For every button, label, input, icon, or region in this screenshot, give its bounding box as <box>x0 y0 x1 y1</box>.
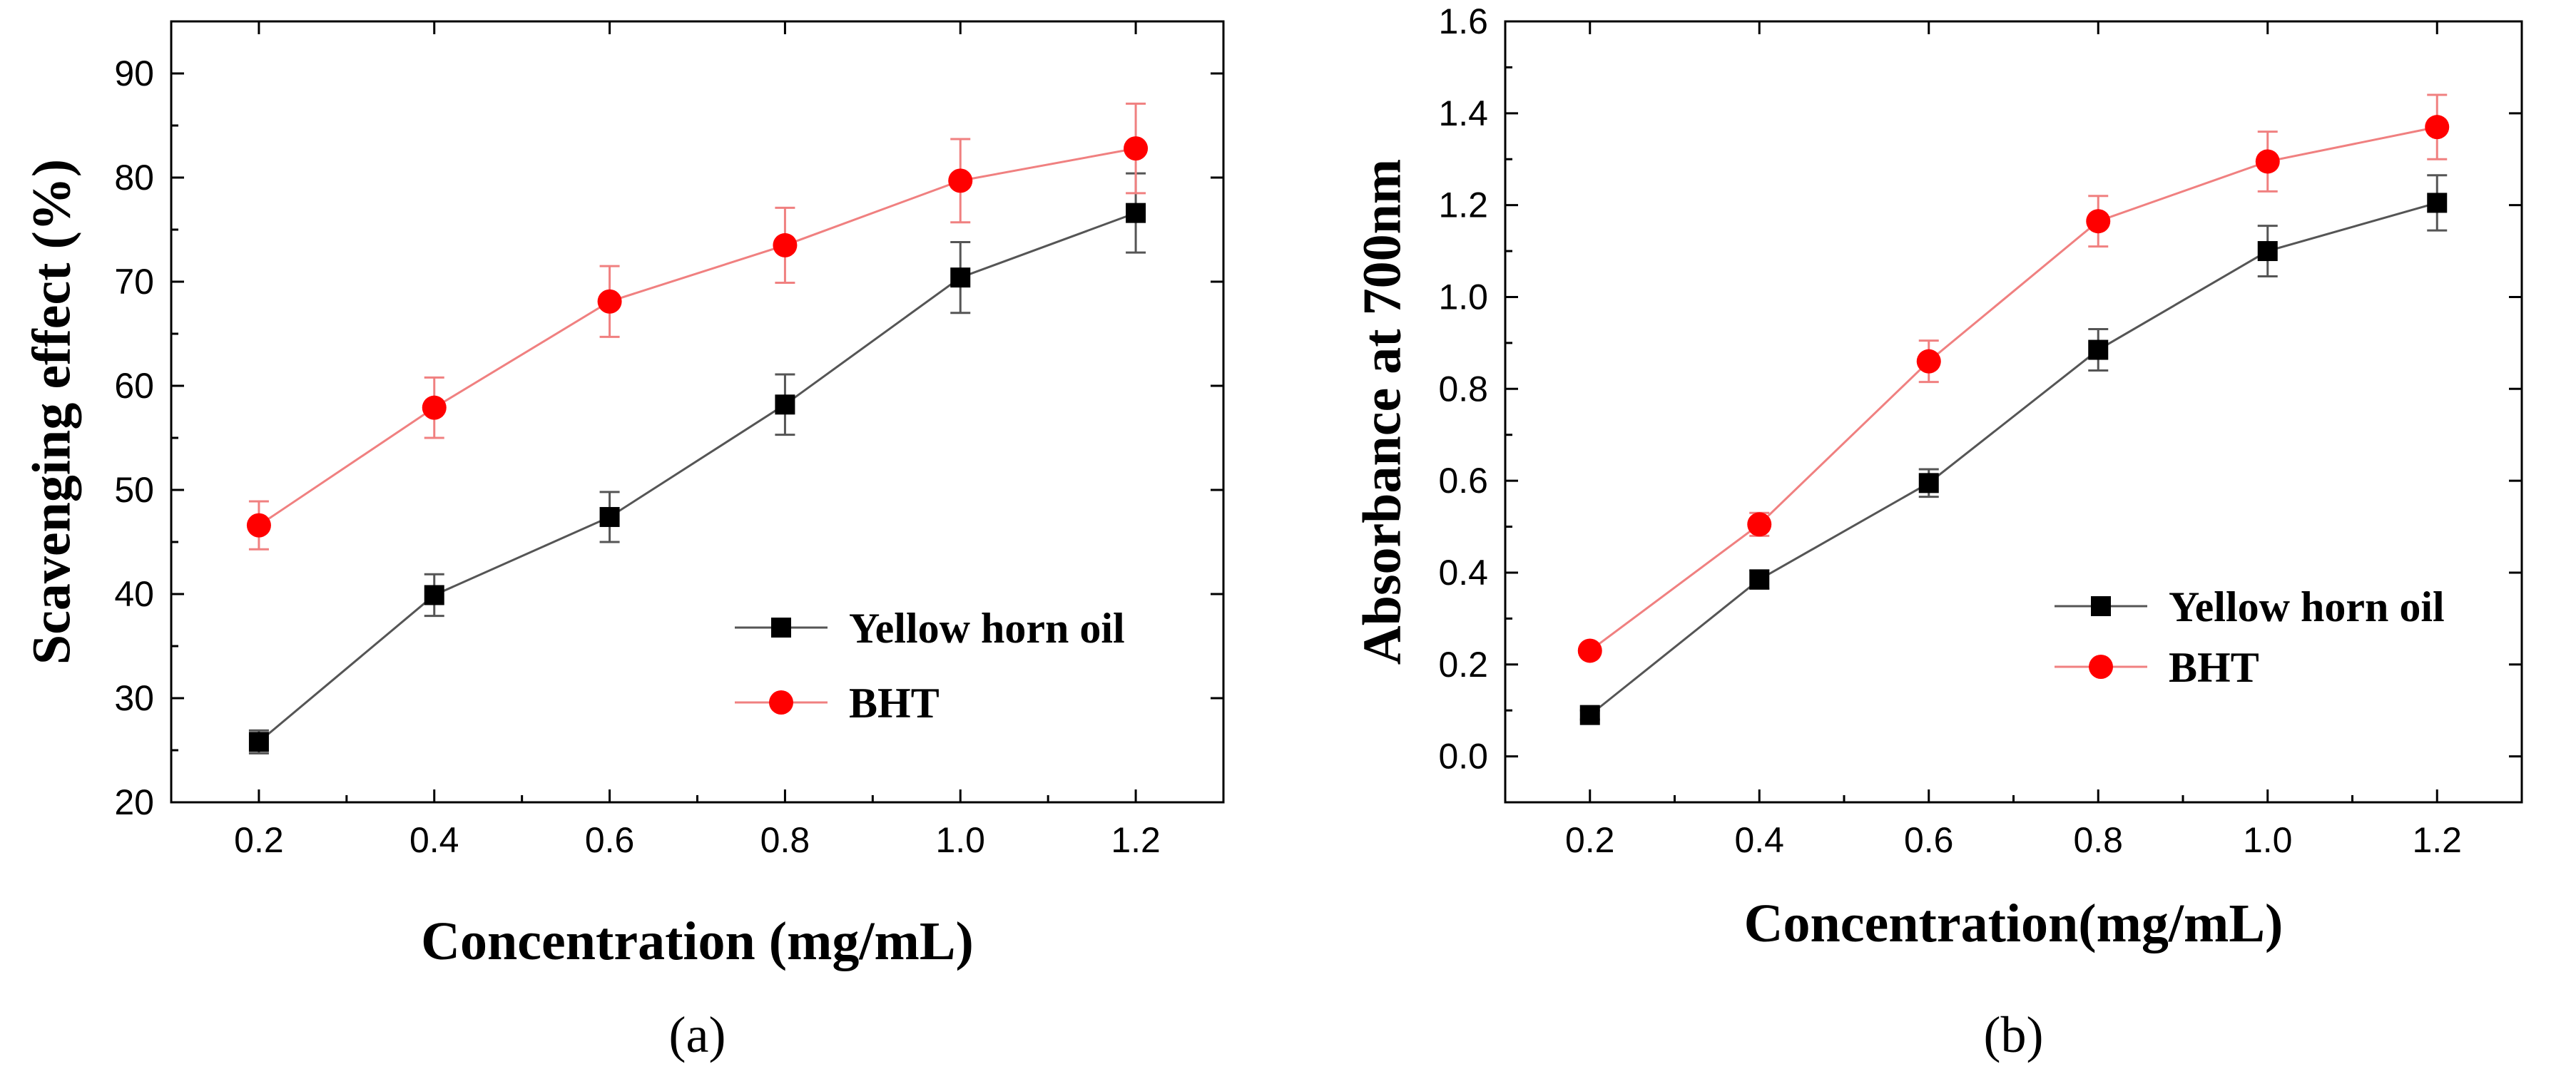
series-bht <box>1577 93 2450 663</box>
legend-marker <box>2091 596 2111 616</box>
y-tick-label: 50 <box>114 470 154 510</box>
y-axis-title: Absorbance at 700nm <box>1352 159 1412 665</box>
series-line <box>1589 201 2438 716</box>
y-tick-label: 0.4 <box>1438 553 1488 593</box>
data-point <box>2255 149 2280 174</box>
y-tick-label: 0.8 <box>1438 369 1488 409</box>
y-tick-label: 20 <box>114 782 154 822</box>
y-tick-label: 80 <box>114 158 154 198</box>
data-point <box>599 506 620 527</box>
legend-label: Yellow horn oil <box>2169 583 2445 630</box>
data-point <box>2088 339 2109 360</box>
series-yellow-horn-oil <box>248 172 1146 755</box>
x-tick-label: 0.8 <box>760 820 810 860</box>
plot-frame <box>1504 20 2523 804</box>
data-point <box>2257 241 2278 262</box>
data-point <box>1577 638 1602 663</box>
x-tick-label: 0.2 <box>1565 820 1615 860</box>
legend-item: Yellow horn oil <box>735 605 1125 652</box>
x-axis-title: Concentration(mg/mL) <box>1744 894 2284 953</box>
chart-panel-a: 0.2 0.4 0.6 0.8 1.0 1.2 20 30 40 50 60 70 80 90 Concen… <box>21 20 1225 1063</box>
plot-frame <box>170 20 1225 804</box>
y-axis-title: Scavenging effect (%) <box>21 159 81 665</box>
data-point <box>246 513 271 538</box>
y-tick-label: 0.6 <box>1438 461 1488 501</box>
data-point <box>1747 512 1772 537</box>
chart-panel-b: 0.2 0.4 0.6 0.8 1.0 1.2 0.0 0.2 0.4 0.6 0.8 1.0 1.2 1… <box>1352 1 2523 1063</box>
data-point <box>422 395 447 420</box>
y-tick-label: 1.6 <box>1438 1 1488 41</box>
y-tick-label: 0.0 <box>1438 737 1488 777</box>
y-tick-label: 1.0 <box>1438 277 1488 317</box>
y-tick-label: 40 <box>114 574 154 614</box>
data-point <box>948 168 973 193</box>
data-point <box>2427 193 2448 213</box>
panel-caption: (a) <box>669 1006 726 1063</box>
y-tick-label: 90 <box>114 53 154 93</box>
legend-label: BHT <box>2169 644 2259 691</box>
data-point <box>1916 349 1941 374</box>
legend-item: Yellow horn oil <box>2055 583 2445 630</box>
legend-marker <box>2089 655 2113 679</box>
data-point <box>2425 115 2450 140</box>
legend-item: BHT <box>735 680 940 727</box>
x-tick-label: 0.2 <box>234 820 284 860</box>
y-tick-label: 1.2 <box>1438 185 1488 225</box>
data-point <box>775 394 795 415</box>
x-tick-label: 0.4 <box>1734 820 1784 860</box>
x-tick-label: 0.6 <box>1904 820 1954 860</box>
data-point <box>597 289 622 314</box>
data-point <box>773 232 798 257</box>
x-tick-label: 0.6 <box>585 820 635 860</box>
data-point <box>950 267 971 288</box>
y-tick-label: 30 <box>114 678 154 718</box>
data-point <box>248 732 269 752</box>
data-point <box>1124 136 1149 161</box>
x-axis-title: Concentration (mg/mL) <box>421 911 974 971</box>
legend-label: BHT <box>849 680 940 727</box>
x-tick-label: 1.2 <box>1111 820 1161 860</box>
x-tick-label: 1.2 <box>2412 820 2462 860</box>
y-tick-label: 1.4 <box>1438 93 1488 133</box>
x-tick-label: 0.4 <box>409 820 459 860</box>
data-point <box>1918 473 1939 493</box>
legend-marker <box>771 618 791 638</box>
data-point <box>1126 203 1146 223</box>
x-tick-label: 1.0 <box>2243 820 2293 860</box>
series-line <box>258 147 1136 526</box>
y-tick-label: 60 <box>114 366 154 406</box>
series-yellow-horn-oil <box>1579 174 2448 725</box>
data-point <box>2086 209 2111 234</box>
legend-label: Yellow horn oil <box>849 605 1125 652</box>
x-tick-label: 1.0 <box>935 820 985 860</box>
y-tick-label: 0.2 <box>1438 645 1488 685</box>
series-line <box>1589 126 2438 652</box>
y-tick-label: 70 <box>114 262 154 302</box>
series-line <box>258 212 1136 743</box>
series-bht <box>246 102 1149 551</box>
x-tick-label: 0.8 <box>2073 820 2123 860</box>
panel-caption: (b) <box>1984 1006 2044 1063</box>
legend-item: BHT <box>2055 644 2259 691</box>
data-point <box>1749 569 1770 590</box>
data-point <box>424 585 444 605</box>
data-point <box>1579 705 1600 725</box>
legend-marker <box>769 690 793 715</box>
